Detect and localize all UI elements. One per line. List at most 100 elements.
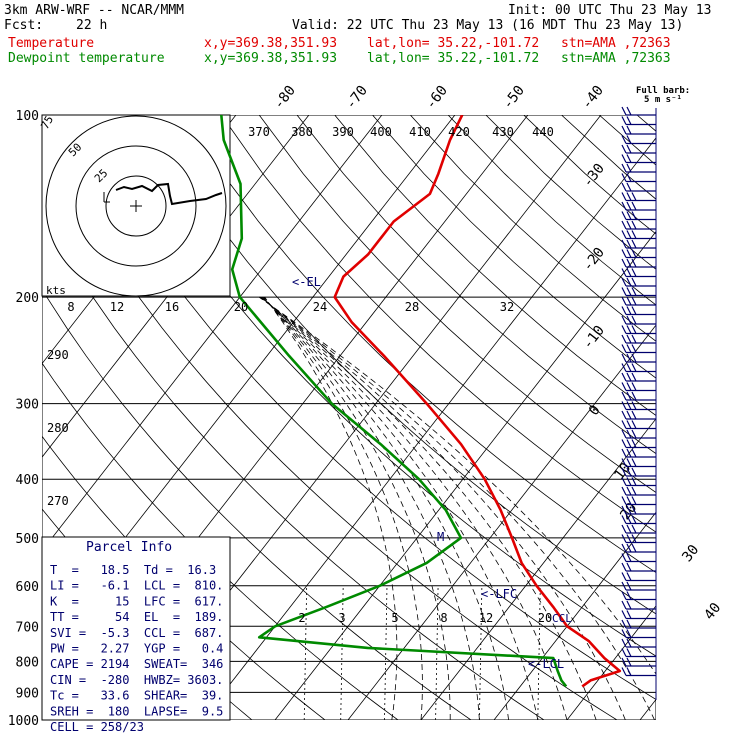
- isotherm-tick-label: -50: [500, 83, 528, 113]
- wind-barb-flag: [631, 477, 637, 486]
- dry-adiabat-line: [372, 115, 656, 379]
- wind-barb-flag: [626, 325, 632, 334]
- hodograph-trace: [115, 182, 223, 206]
- pressure-tick-label: 900: [16, 686, 39, 701]
- wind-barb-flag: [631, 201, 637, 211]
- wind-barb-flag: [631, 239, 637, 249]
- dry-adiabat-line: [42, 212, 545, 720]
- wind-barb-flag: [626, 211, 632, 220]
- wind-barb-flag: [626, 315, 632, 325]
- wind-barb-flag: [621, 201, 627, 211]
- wind-barb-flag: [626, 534, 632, 543]
- wind-barb-flag: [621, 144, 627, 154]
- wind-barb-flag: [626, 201, 632, 211]
- wind-barb-flag: [631, 439, 637, 448]
- wind-barb-flag: [631, 306, 637, 315]
- wind-barb-flag: [631, 515, 637, 524]
- wind-barb-flag: [626, 496, 632, 505]
- init-time: Init: 00 UTC Thu 23 May 13: [508, 3, 712, 18]
- isotherm-line: [347, 324, 656, 720]
- wind-barb-flag: [621, 306, 627, 315]
- dry-adiabat-line: [183, 115, 656, 574]
- wind-barb-flag: [621, 429, 627, 439]
- temperature-legend-station: stn=AMA ,72363: [561, 36, 671, 51]
- theta-left-label: 290: [47, 348, 69, 362]
- parcel-row: K = 15 LFC = 617.: [50, 594, 223, 608]
- wind-barb-flag: [621, 382, 627, 391]
- hodograph-units-label: kts: [46, 284, 66, 297]
- wind-barb-flag: [626, 629, 632, 638]
- dry-adiabat-line: [598, 115, 656, 166]
- hodograph-speed-tick: 16: [165, 300, 179, 314]
- wind-barb-flag: [626, 306, 632, 315]
- theta-label: 430: [492, 125, 514, 139]
- parcel-row: CAPE = 2194 SWEAT= 346: [50, 657, 223, 671]
- wind-barb-flag: [626, 220, 632, 230]
- wind-barb-flag: [621, 667, 627, 676]
- moist-adiabat-line: [261, 296, 539, 720]
- hodograph-ring-label: 75: [38, 114, 56, 132]
- barb-legend-title: Full barb:: [636, 86, 690, 96]
- wind-barb-flag: [621, 220, 627, 230]
- isotherm-line: [42, 115, 383, 552]
- isotherm-tick-label: -80: [271, 83, 299, 113]
- wind-barb-flag: [631, 315, 637, 325]
- wind-barb-flag: [621, 401, 627, 410]
- wind-barb-flag: [621, 334, 627, 344]
- wind-barb-flag: [631, 334, 637, 344]
- wind-barb-flag: [621, 116, 627, 125]
- isotherm-tick-label: -20: [580, 245, 608, 275]
- wind-barb-flag: [621, 581, 627, 591]
- wind-barb-flag: [621, 182, 627, 192]
- wind-barb-flag: [626, 657, 632, 667]
- wind-barb-flag: [631, 268, 637, 277]
- mixing-ratio-label: 12: [479, 611, 493, 625]
- wind-barb-flag: [626, 296, 632, 306]
- wind-barb-flag: [621, 106, 627, 116]
- isotherm-tick-label: -10: [580, 323, 608, 353]
- wind-barb-flag: [626, 163, 632, 173]
- wind-barb-flag: [621, 439, 627, 448]
- dewpoint-legend-name: Dewpoint temperature: [8, 51, 165, 66]
- hodograph-speed-tick: 20: [234, 300, 248, 314]
- wind-barb-flag: [626, 543, 632, 553]
- wind-barb-flag: [621, 410, 627, 420]
- wind-barb-flag: [626, 334, 632, 344]
- wind-barb-flag: [621, 239, 627, 249]
- wind-barb-flag: [631, 486, 637, 496]
- isotherm-line: [566, 605, 656, 720]
- dry-adiabat-line: [410, 115, 656, 342]
- wind-barb-flag: [621, 163, 627, 173]
- wind-barb-flag: [631, 524, 637, 534]
- dry-adiabat-line: [296, 115, 656, 455]
- wind-barb-flag: [621, 467, 627, 477]
- hodograph-ring: [45, 115, 227, 297]
- moist-adiabat-line: [263, 296, 423, 720]
- wind-barb-flag: [626, 524, 632, 534]
- wind-barb-flag: [631, 458, 637, 467]
- wind-barb-flag: [626, 116, 632, 125]
- dry-adiabat-line: [42, 288, 472, 720]
- mixing-ratio-line: [340, 585, 344, 720]
- wind-barb-flag: [626, 382, 632, 391]
- pressure-tick-label: 800: [16, 655, 39, 670]
- wind-barb-flag: [626, 401, 632, 410]
- wind-barb-flag: [621, 543, 627, 553]
- temperature-series-line: [333, 115, 622, 688]
- wind-barbs: [621, 106, 657, 700]
- grid-layer: [42, 115, 656, 720]
- storm-motion-marker: [103, 192, 110, 203]
- wind-barb-flag: [621, 600, 627, 610]
- isotherm-tick-label: 0: [586, 402, 604, 418]
- wind-barb-flag: [631, 496, 637, 505]
- wind-barb-flag: [631, 249, 637, 258]
- mixing-ratio-label: 5: [391, 611, 398, 625]
- parcel-row: Tc = 33.6 SHEAR= 39.: [50, 689, 223, 703]
- wind-barb-flag: [626, 410, 632, 420]
- wind-barb-flag: [621, 154, 627, 163]
- parcel-row: SREH = 180 LAPSE= 9.5: [50, 704, 223, 718]
- parcel-info-box: Parcel Info T = 18.5 Td = 16.3 LI = -6.1 L…: [41, 536, 231, 734]
- wind-barb-flag: [631, 287, 637, 296]
- moist-adiabat-line: [262, 296, 480, 720]
- wind-barb-flag: [621, 277, 627, 287]
